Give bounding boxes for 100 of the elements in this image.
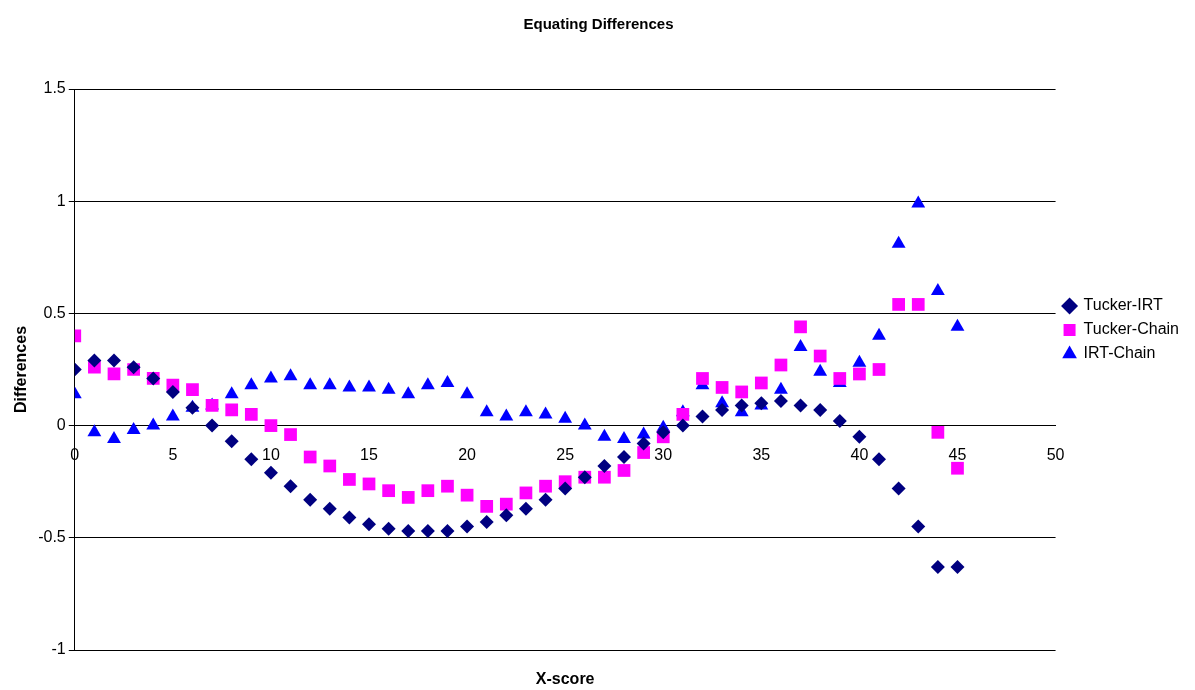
x-tick-label: 30 (654, 445, 673, 463)
point (440, 524, 455, 539)
point (362, 517, 377, 532)
point (872, 363, 886, 376)
point (441, 479, 454, 493)
point (479, 404, 494, 417)
y-tick-label: 1.5 (43, 79, 66, 97)
point (480, 500, 494, 513)
point (715, 381, 729, 394)
y-tick-label: 0.5 (43, 303, 66, 321)
point (342, 379, 357, 392)
point (617, 464, 631, 477)
point (793, 339, 808, 352)
point (420, 377, 435, 390)
point (283, 479, 298, 494)
point (813, 402, 828, 417)
point (891, 235, 906, 248)
x-tick-label: 15 (360, 445, 379, 463)
point (636, 436, 651, 451)
point (322, 377, 337, 390)
point (597, 428, 612, 441)
point (676, 408, 690, 421)
point (224, 386, 239, 399)
point (911, 519, 926, 534)
point (538, 492, 553, 507)
point (617, 450, 632, 465)
point (754, 376, 768, 390)
point (852, 354, 867, 367)
point (872, 452, 887, 467)
point (263, 465, 278, 480)
point (87, 353, 102, 368)
point (715, 402, 730, 417)
point (165, 384, 180, 399)
point (813, 363, 828, 376)
point (931, 425, 945, 439)
point (303, 492, 318, 507)
point (165, 408, 180, 421)
point (303, 450, 317, 464)
point (146, 417, 161, 430)
legend-label: Tucker-Chain (1083, 320, 1179, 338)
y-axis-title: Differences (12, 325, 30, 414)
point (577, 417, 592, 430)
x-tick-label: 25 (556, 445, 575, 463)
legend-label: Tucker-IRT (1083, 296, 1163, 314)
point (852, 429, 867, 444)
point (853, 367, 866, 381)
point (911, 195, 926, 208)
point (323, 459, 337, 473)
point (440, 374, 455, 387)
point (499, 497, 513, 511)
point (930, 282, 945, 295)
point (479, 515, 494, 530)
point (734, 398, 749, 413)
point (794, 320, 807, 334)
point (401, 491, 415, 504)
point (675, 418, 690, 433)
point (499, 408, 514, 421)
point (244, 377, 259, 390)
point (872, 327, 886, 340)
point (930, 559, 945, 574)
point (244, 408, 258, 421)
point (696, 372, 709, 385)
point (773, 393, 788, 408)
point (597, 458, 612, 473)
point (538, 406, 553, 419)
x-tick-label: 20 (458, 445, 477, 463)
point (774, 381, 788, 394)
point (656, 425, 671, 440)
point (87, 424, 102, 437)
point (460, 519, 475, 534)
point (401, 386, 416, 399)
x-tick-label: 35 (752, 445, 771, 463)
point (695, 409, 710, 424)
point (322, 501, 337, 516)
point (832, 414, 847, 429)
point (362, 379, 376, 392)
point (558, 481, 573, 496)
point (892, 298, 905, 311)
point (381, 521, 396, 536)
x-tick-label: 10 (262, 445, 280, 463)
point (126, 422, 141, 435)
point (598, 470, 611, 484)
point (401, 524, 416, 539)
point (460, 488, 474, 502)
x-tick-label: 45 (948, 445, 967, 463)
x-tick-label: 5 (168, 445, 178, 463)
point (284, 428, 297, 441)
point (186, 383, 199, 397)
point (911, 298, 925, 311)
point (264, 370, 278, 383)
point (225, 403, 239, 417)
point (107, 353, 121, 368)
point (636, 426, 651, 439)
x-tick-label: 50 (1046, 445, 1065, 463)
point (244, 452, 259, 467)
point (205, 418, 220, 433)
point (264, 419, 278, 432)
point (283, 368, 298, 381)
x-tick-label: 40 (850, 445, 869, 463)
point (558, 410, 573, 423)
